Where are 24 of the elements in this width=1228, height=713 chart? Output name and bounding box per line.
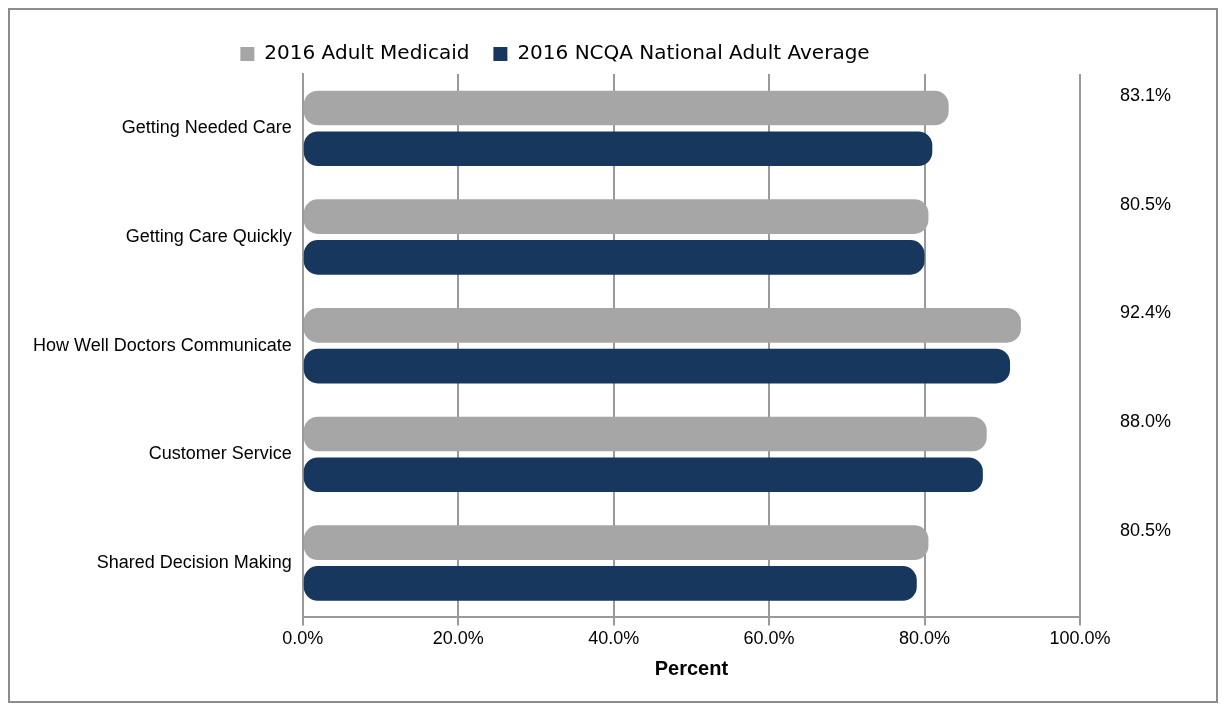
data-label: 80.5% (1120, 193, 1172, 214)
y-tick-label: Getting Needed Care (121, 117, 292, 138)
y-tick-label: Shared Decision Making (96, 552, 292, 573)
x-tick-label: 80.0% (899, 628, 951, 649)
x-tick-label: 0.0% (282, 628, 324, 649)
bar (303, 566, 917, 601)
x-tick-label: 60.0% (743, 628, 795, 649)
data-label: 83.1% (1120, 84, 1172, 105)
data-label: 92.4% (1120, 302, 1172, 323)
bar (303, 240, 925, 275)
legend-label: 2016 Adult Medicaid (264, 40, 470, 65)
bar (303, 457, 983, 493)
bar (303, 131, 933, 167)
y-tick-label: Customer Service (148, 443, 292, 464)
x-axis-title: Percent (654, 656, 729, 679)
y-tick-label: Getting Care Quickly (125, 225, 292, 246)
legend-label: 2016 NCQA National Adult Average (517, 40, 870, 65)
x-tick-label: 40.0% (588, 628, 640, 649)
bar (303, 348, 1011, 384)
data-label: 80.5% (1120, 519, 1172, 540)
x-tick-label: 20.0% (432, 628, 484, 649)
x-tick-label: 100.0% (1049, 628, 1111, 649)
data-label: 88.0% (1120, 410, 1172, 431)
y-tick-label: How Well Doctors Communicate (32, 334, 292, 355)
